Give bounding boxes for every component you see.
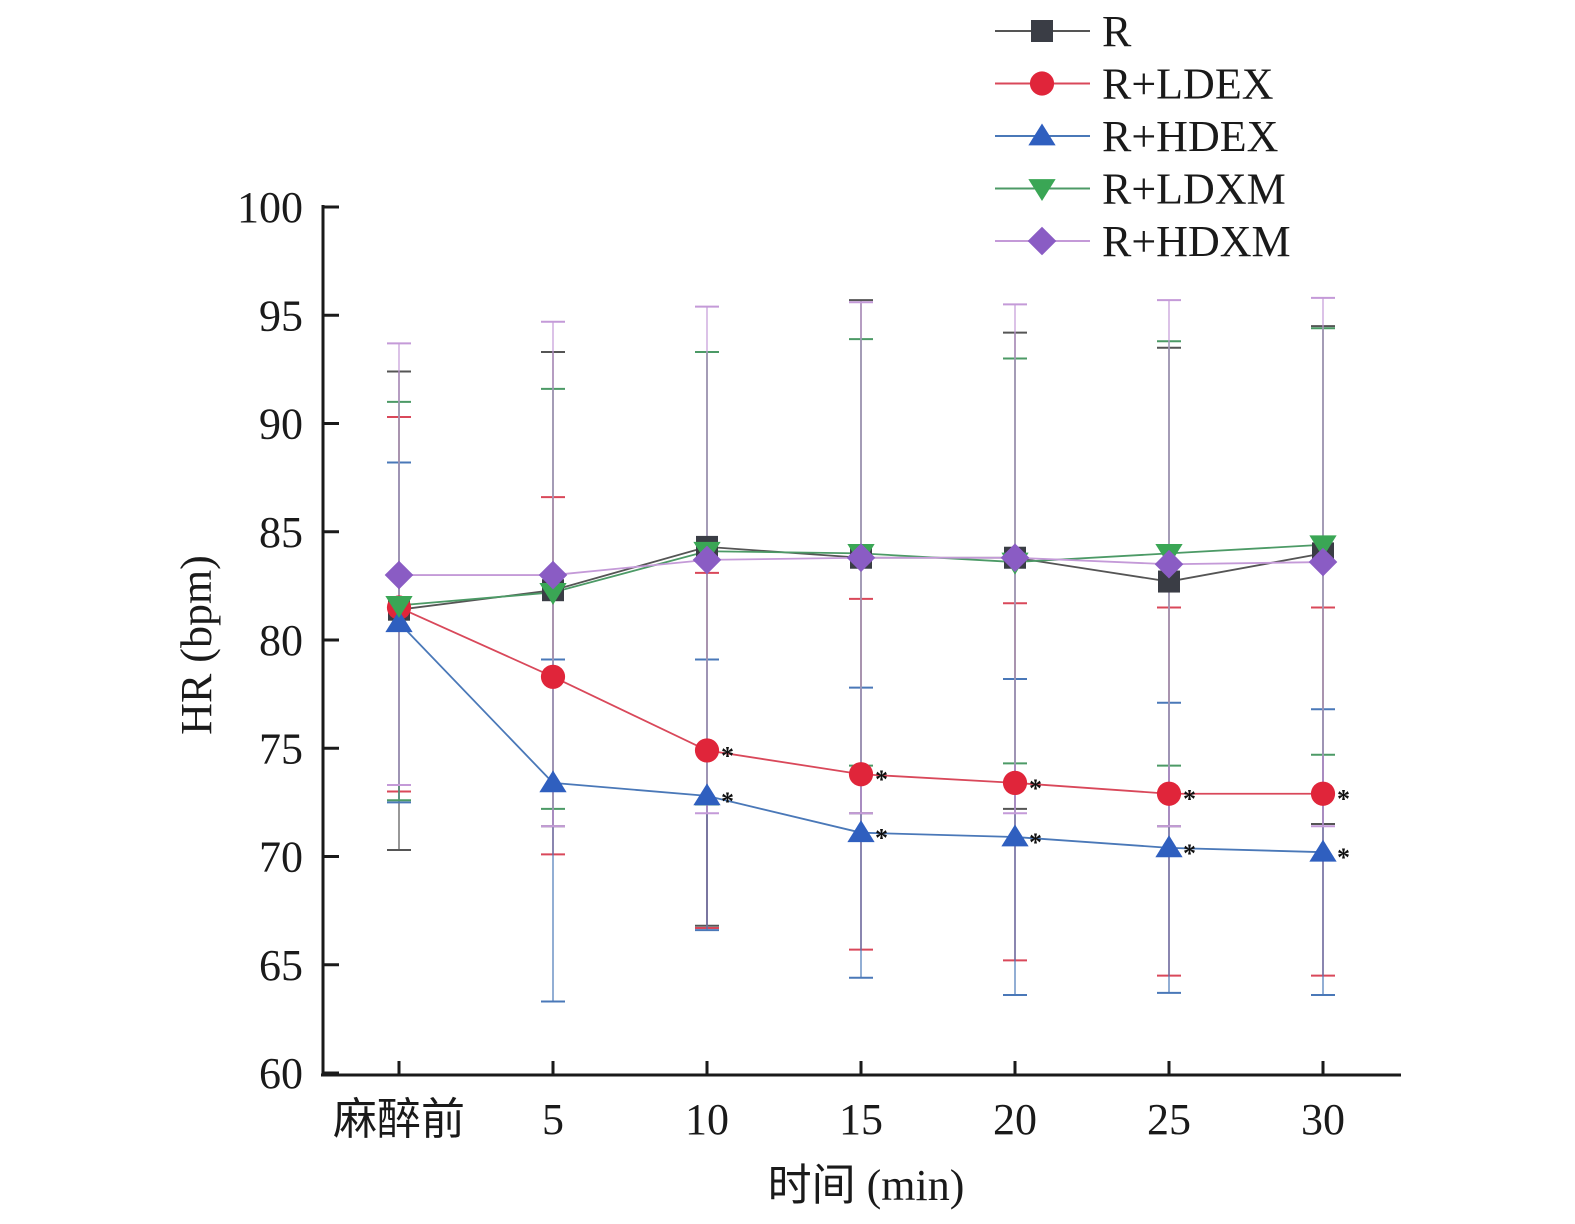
- y-tick-label: 75: [259, 724, 303, 773]
- data-point-r-hdex: [385, 610, 413, 633]
- significance-asterisk: *: [721, 787, 734, 816]
- error-bars-layer: [387, 296, 1335, 1003]
- legend-triangle-up-icon: [1028, 123, 1056, 146]
- y-tick-label: 100: [237, 183, 303, 232]
- significance-asterisk: *: [1337, 785, 1350, 814]
- data-point-r-hdex: [1001, 824, 1029, 847]
- x-tick-label: 10: [685, 1095, 729, 1144]
- markers-layer: [384, 535, 1338, 862]
- significance-asterisk: *: [1183, 839, 1196, 868]
- data-point-r-ldex: [1310, 781, 1336, 806]
- y-tick-label: 80: [259, 616, 303, 665]
- y-tick-label: 95: [259, 291, 303, 340]
- data-point-r-hdxm: [1000, 543, 1030, 573]
- y-tick-label: 65: [259, 941, 303, 990]
- x-tick-label: 5: [542, 1095, 564, 1144]
- significance-asterisk: *: [875, 765, 888, 794]
- legend-square-icon: [1031, 20, 1053, 42]
- data-point-r-hdxm: [538, 560, 568, 590]
- legend-label: R: [1102, 7, 1132, 56]
- x-tick-label: 30: [1301, 1095, 1345, 1144]
- y-ticks: 60 65 70 75 80 85 90 95 100: [237, 183, 339, 1098]
- data-point-r-hdxm: [846, 543, 876, 573]
- legend-label: R+HDXM: [1102, 217, 1291, 266]
- data-point-r: [1158, 570, 1180, 593]
- y-axis-title: HR (bpm): [172, 555, 221, 735]
- y-tick-label: 85: [259, 508, 303, 557]
- legend-item-r-ldex: R+LDEX: [995, 60, 1273, 109]
- x-axis-title: 时间 (min): [768, 1161, 965, 1210]
- data-point-r-ldex: [694, 738, 720, 763]
- legend-item-r-hdex: R+HDEX: [995, 112, 1278, 161]
- data-point-r-hdxm: [692, 545, 722, 575]
- x-tick-label: 15: [839, 1095, 883, 1144]
- legend-label: R+LDEX: [1102, 60, 1273, 109]
- significance-asterisk: *: [1029, 774, 1042, 803]
- data-point-r-ldxm: [539, 582, 567, 605]
- significance-asterisk: *: [1183, 785, 1196, 814]
- data-point-r-hdxm: [384, 560, 414, 590]
- data-point-r-ldex: [1002, 770, 1028, 795]
- y-tick-label: 90: [259, 400, 303, 449]
- data-point-r-hdex: [847, 820, 875, 843]
- data-point-r-ldex: [540, 664, 566, 689]
- data-point-r-hdex: [1155, 835, 1183, 858]
- legend-circle-icon: [1029, 71, 1055, 96]
- data-point-r-hdxm: [1154, 549, 1184, 579]
- significance-asterisk: *: [721, 741, 734, 770]
- legend-label: R+HDEX: [1102, 112, 1278, 161]
- significance-marks-layer: * * * * * * * * * *: [721, 741, 1350, 872]
- data-point-r-ldxm: [385, 595, 413, 618]
- x-tick-label: 25: [1147, 1095, 1191, 1144]
- significance-asterisk: *: [1337, 843, 1350, 872]
- legend-item-r: R: [995, 7, 1132, 56]
- data-point-r-hdxm: [1308, 547, 1338, 577]
- data-point-r-hdex: [1309, 839, 1337, 862]
- x-ticks: 麻醉前 5 10 15 20 25 30: [333, 1061, 1345, 1144]
- data-point-r-ldex: [848, 762, 874, 787]
- legend-diamond-icon: [1027, 226, 1057, 256]
- data-point-r-ldxm: [1309, 535, 1337, 558]
- y-tick-label: 70: [259, 833, 303, 882]
- y-tick-label: 60: [259, 1049, 303, 1098]
- data-point-r-hdex: [539, 770, 567, 793]
- legend-item-r-hdxm: R+HDXM: [995, 217, 1291, 266]
- significance-asterisk: *: [875, 824, 888, 853]
- legend-label: R+LDXM: [1102, 165, 1286, 214]
- x-tick-label: 麻醉前: [333, 1095, 465, 1144]
- data-point-r-hdex: [693, 783, 721, 806]
- data-point-r-ldex: [1156, 781, 1182, 806]
- significance-asterisk: *: [1029, 828, 1042, 857]
- x-tick-label: 20: [993, 1095, 1037, 1144]
- legend-triangle-down-icon: [1028, 179, 1056, 202]
- legend-item-r-ldxm: R+LDXM: [995, 165, 1286, 214]
